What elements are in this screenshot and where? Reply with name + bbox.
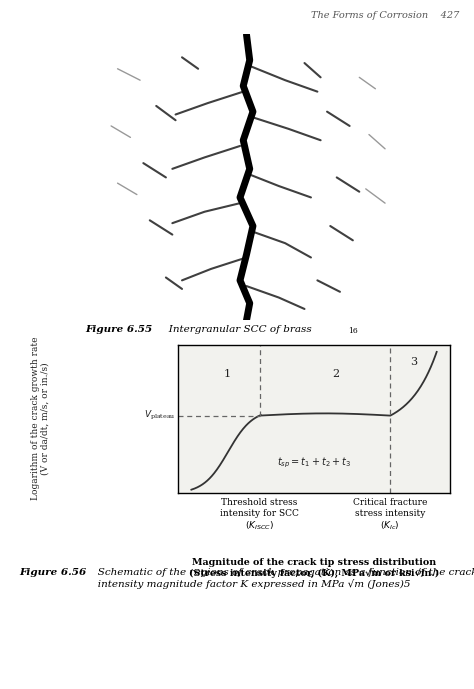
Text: Critical fracture
stress intensity
$(K_{Ic})$: Critical fracture stress intensity $(K_{… [353, 498, 428, 532]
Text: Threshold stress
intensity for SCC
$(K_{ISCC})$: Threshold stress intensity for SCC $(K_{… [220, 498, 299, 532]
Text: Intergranular SCC of brass: Intergranular SCC of brass [159, 325, 311, 334]
Text: Schematic of the regions of crack propagation as a function of the crack tip str: Schematic of the regions of crack propag… [88, 568, 474, 589]
Text: 1: 1 [223, 369, 230, 379]
Text: Logarithm of the crack growth rate
(V or da/dt, m/s, or in./s): Logarithm of the crack growth rate (V or… [31, 337, 50, 500]
Text: Magnitude of the crack tip stress distribution
(Stress intensity factor, (K), MP: Magnitude of the crack tip stress distri… [189, 558, 439, 578]
Text: Figure 6.55: Figure 6.55 [85, 325, 153, 334]
Text: The Forms of Corrosion    427: The Forms of Corrosion 427 [311, 11, 460, 20]
Text: $V_{\mathregular{plateau}}$: $V_{\mathregular{plateau}}$ [144, 409, 175, 422]
Text: $t_{sp} = t_1 + t_2 + t_3$: $t_{sp} = t_1 + t_2 + t_3$ [277, 456, 351, 470]
Text: Figure 6.56: Figure 6.56 [19, 568, 86, 577]
Text: 3: 3 [410, 358, 417, 367]
Text: 16: 16 [348, 327, 358, 335]
Text: 2: 2 [332, 369, 339, 379]
